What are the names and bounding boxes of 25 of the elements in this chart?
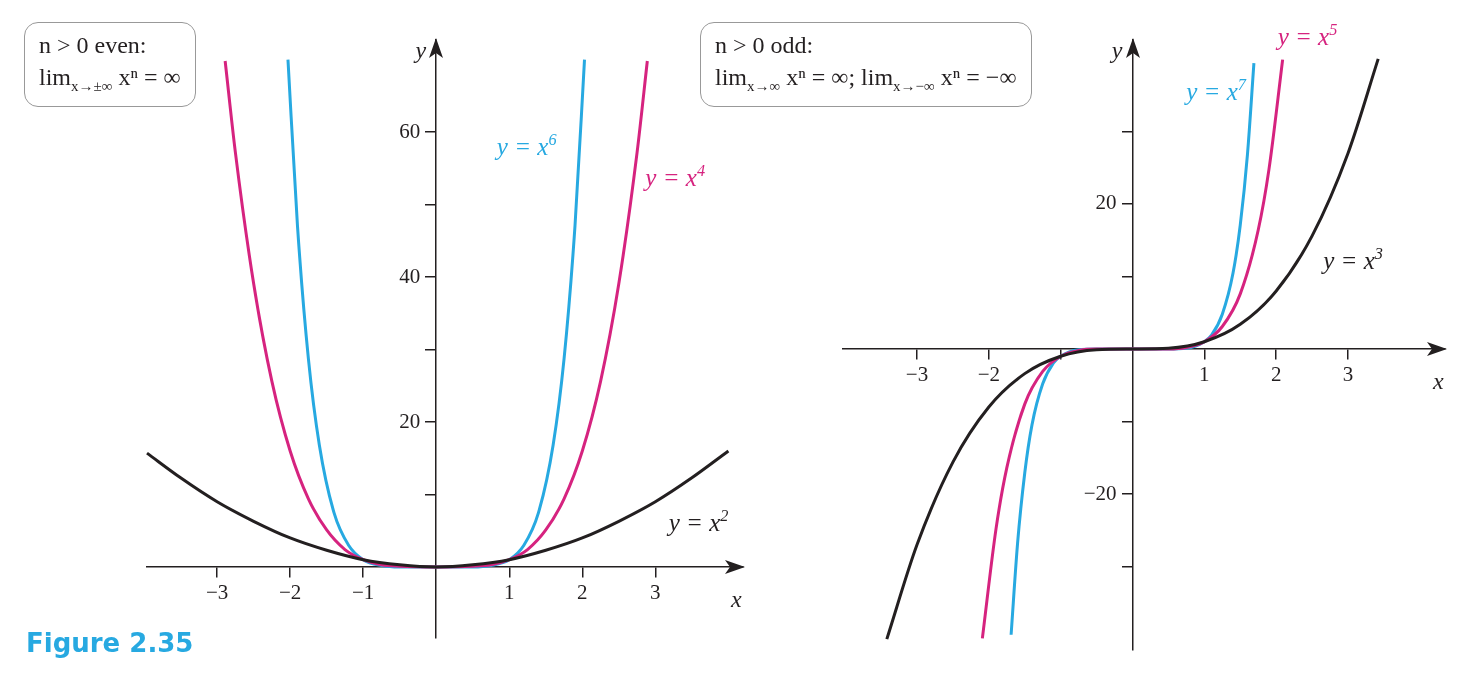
- x-tick-label: 3: [1342, 362, 1354, 387]
- annotation: lim$_{x→∞}$ xⁿ = ∞; lim$_{x→−∞}$ xⁿ = −∞: [715, 63, 1017, 96]
- annotation: n > 0 odd:: [715, 31, 815, 60]
- x-tick-label: 3: [650, 580, 661, 605]
- y-axis-title: y: [413, 37, 427, 63]
- y-tick-label: 20: [399, 408, 421, 433]
- x-tick-label: 1: [1199, 362, 1210, 387]
- y-tick-label: 20: [1095, 190, 1117, 215]
- y-tick-label: 40: [399, 263, 421, 288]
- y-axis-title: y: [1109, 37, 1123, 63]
- x-tick-label: −3: [905, 362, 929, 387]
- x-tick-label: −1: [352, 580, 375, 605]
- x-tick-label: −3: [205, 580, 229, 605]
- annotation: Figure 2.35: [26, 628, 194, 658]
- x-axis-title: x: [1432, 367, 1444, 394]
- x-tick-label: 2: [1270, 362, 1282, 387]
- y-tick-label: 60: [399, 118, 421, 143]
- annotation: lim$_{x→±∞}$ xⁿ = ∞: [39, 63, 181, 96]
- x-tick-label: −2: [977, 362, 1000, 387]
- annotation: n > 0 even:: [39, 31, 148, 60]
- x-tick-label: −2: [278, 580, 302, 605]
- y-tick-label: −20: [1083, 480, 1117, 505]
- x-tick-label: 2: [577, 580, 588, 605]
- x-tick-label: 1: [504, 580, 515, 605]
- x-axis-title: x: [730, 585, 742, 612]
